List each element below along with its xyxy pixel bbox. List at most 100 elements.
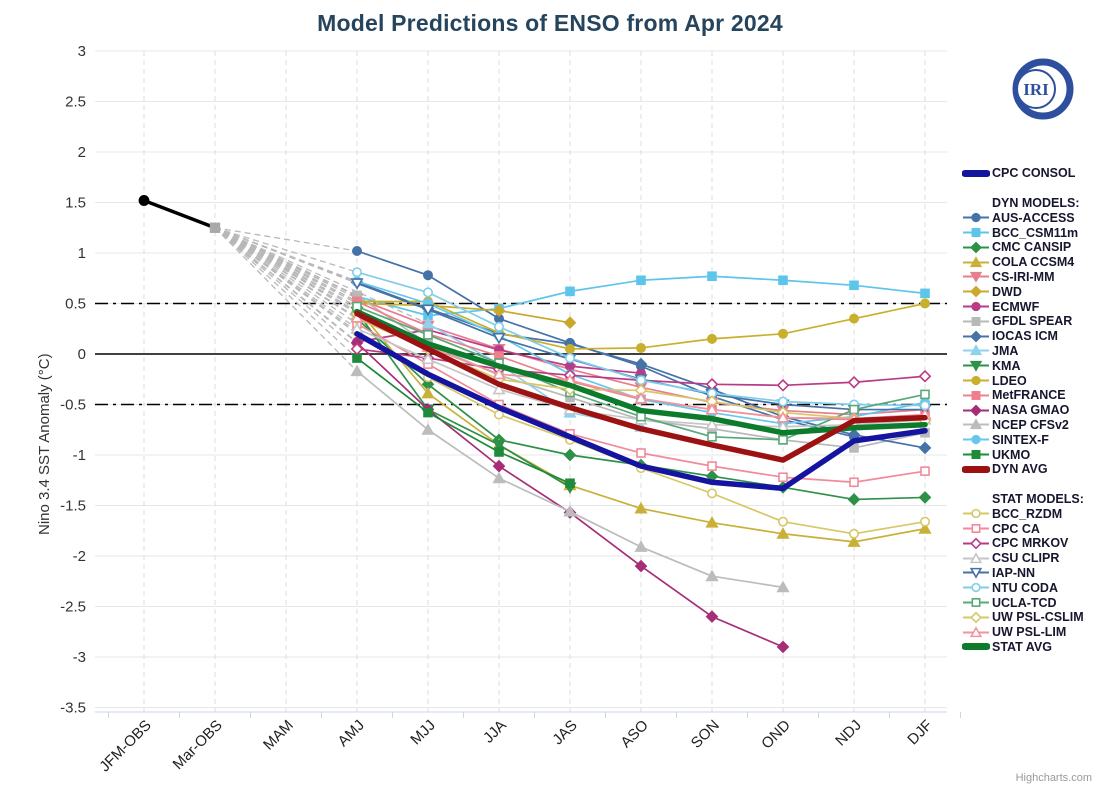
legend-item-cpc-mrkov[interactable]: CPC MRKOV bbox=[962, 536, 1100, 551]
series-marker bbox=[970, 404, 982, 417]
series-marker bbox=[970, 537, 982, 550]
legend-item-label: UW PSL-LIM bbox=[992, 625, 1067, 640]
series-marker bbox=[705, 516, 719, 528]
legend-item-ukmo[interactable]: UKMO bbox=[962, 447, 1100, 462]
legend-marker bbox=[962, 448, 992, 461]
legend-item-label: CPC CONSOL bbox=[992, 166, 1076, 181]
series-marker bbox=[970, 611, 982, 624]
legend-item-ntu-coda[interactable]: NTU CODA bbox=[962, 580, 1100, 595]
series-marker bbox=[492, 471, 506, 484]
legend-item-dwd[interactable]: DWD bbox=[962, 284, 1100, 299]
legend-swatch-iap-nn bbox=[963, 568, 989, 580]
series-marker bbox=[635, 342, 646, 353]
series-marker bbox=[707, 461, 717, 471]
legend-swatch-csu-clipr bbox=[963, 551, 989, 563]
legend-item-stat-avg[interactable]: STAT AVG bbox=[962, 640, 1100, 655]
series-marker bbox=[423, 407, 433, 418]
forecast-fan-line bbox=[214, 227, 358, 315]
series-marker bbox=[634, 501, 648, 514]
series-marker bbox=[492, 304, 506, 317]
legend-item-cmc-cansip[interactable]: CMC CANSIP bbox=[962, 240, 1100, 255]
legend-item-kma[interactable]: KMA bbox=[962, 358, 1100, 373]
series-marker bbox=[635, 375, 646, 386]
legend-swatch-ntu-coda bbox=[963, 583, 989, 593]
series-marker bbox=[971, 598, 981, 607]
legend-marker bbox=[962, 300, 992, 313]
forecast-fan-line bbox=[214, 227, 358, 284]
legend-item-csu-clipr[interactable]: CSU CLIPR bbox=[962, 551, 1100, 566]
legend-item-label: DWD bbox=[992, 284, 1022, 299]
legend-item-label: UCLA-TCD bbox=[992, 595, 1057, 610]
series-marker bbox=[918, 522, 932, 534]
legend-swatch-cpc-mrkov bbox=[963, 537, 989, 550]
legend-item-aus-access[interactable]: AUS-ACCESS bbox=[962, 210, 1100, 225]
series-marker bbox=[421, 423, 435, 435]
legend-item-ncep-cfsv2[interactable]: NCEP CFSv2 bbox=[962, 418, 1100, 433]
series-marker bbox=[971, 213, 981, 223]
legend-item-label: BCC_CSM11m bbox=[992, 225, 1079, 240]
series-marker bbox=[969, 551, 983, 563]
legend-item-label: NCEP CFSv2 bbox=[992, 417, 1069, 432]
highcharts-credit-link[interactable]: Highcharts.com bbox=[1015, 772, 1092, 784]
y-tick-label: -2.5 bbox=[60, 599, 86, 616]
legend-item-nasa-gmao[interactable]: NASA GMAO bbox=[962, 403, 1100, 418]
legend-item-iocas-icm[interactable]: IOCAS ICM bbox=[962, 329, 1100, 344]
legend-item-bcc-csm11m[interactable]: BCC_CSM11m bbox=[962, 225, 1100, 240]
legend-swatch-cola-ccsm4 bbox=[963, 255, 989, 267]
series-marker bbox=[848, 313, 859, 324]
series-marker bbox=[778, 435, 788, 445]
y-tick-label: -3.5 bbox=[60, 700, 86, 717]
legend-item-cola-ccsm4[interactable]: COLA CCSM4 bbox=[962, 255, 1100, 270]
series-marker bbox=[705, 610, 719, 623]
forecast-fan-line bbox=[214, 227, 358, 310]
legend-item-uw-psl-lim[interactable]: UW PSL-LIM bbox=[962, 625, 1100, 640]
legend-item-ldeo[interactable]: LDEO bbox=[962, 373, 1100, 388]
series-marker bbox=[350, 342, 364, 356]
legend-item-metfrance[interactable]: MetFRANCE bbox=[962, 388, 1100, 403]
series-marker bbox=[492, 439, 506, 452]
series-marker bbox=[705, 418, 719, 430]
legend-swatch-ldeo bbox=[963, 375, 989, 386]
legend-swatch-bcc-csm11m bbox=[963, 228, 989, 238]
legend-item-bcc-rzdm[interactable]: BCC_RZDM bbox=[962, 506, 1100, 521]
legend-item-uw-psl-cslim[interactable]: UW PSL-CSLIM bbox=[962, 610, 1100, 625]
legend-marker bbox=[962, 330, 992, 343]
x-tick-label: AMJ bbox=[335, 717, 368, 750]
series-marker bbox=[777, 516, 788, 527]
series-marker bbox=[918, 491, 932, 504]
legend-item-ucla-tcd[interactable]: UCLA-TCD bbox=[962, 595, 1100, 610]
legend-item-jma[interactable]: JMA bbox=[962, 344, 1100, 359]
legend: CPC CONSOL DYN MODELS: AUS-ACCESS BCC_CSM11… bbox=[962, 166, 1100, 654]
series-marker bbox=[919, 298, 930, 309]
legend-item-gfdl-spear[interactable]: GFDL SPEAR bbox=[962, 314, 1100, 329]
series-ncep-cfsv2 bbox=[350, 364, 790, 593]
forecast-fan-line bbox=[214, 227, 358, 298]
legend-item-cpc-consol[interactable]: CPC CONSOL bbox=[962, 166, 1100, 181]
legend-header-dyn-models-label: DYN MODELS: bbox=[992, 195, 1080, 210]
legend-swatch-nasa-gmao bbox=[963, 404, 989, 417]
forecast-fan-line bbox=[214, 227, 358, 372]
series-marker bbox=[847, 535, 861, 547]
legend-marker bbox=[962, 374, 992, 387]
series-marker bbox=[849, 477, 859, 488]
legend-item-cpc-ca[interactable]: CPC CA bbox=[962, 521, 1100, 536]
legend-swatch-dyn-avg bbox=[962, 465, 990, 473]
legend-item-cs-iri-mm[interactable]: CS-IRI-MM bbox=[962, 270, 1100, 285]
series-marker bbox=[564, 353, 575, 364]
legend-item-sintex-f[interactable]: SINTEX-F bbox=[962, 432, 1100, 447]
legend-spacer bbox=[962, 181, 1100, 196]
series-marker bbox=[707, 271, 717, 282]
legend-swatch-ecmwf bbox=[963, 301, 989, 312]
series-marker bbox=[492, 367, 506, 380]
series-marker bbox=[776, 411, 790, 423]
legend-item-dyn-avg[interactable]: DYN AVG bbox=[962, 462, 1100, 477]
series-marker bbox=[920, 466, 930, 476]
legend-swatch-cs-iri-mm bbox=[963, 272, 989, 284]
series-line bbox=[356, 310, 571, 489]
legend-marker bbox=[962, 566, 992, 580]
series-marker bbox=[422, 270, 433, 281]
series-marker bbox=[847, 493, 861, 506]
legend-item-ecmwf[interactable]: ECMWF bbox=[962, 299, 1100, 314]
legend-item-iap-nn[interactable]: IAP-NN bbox=[962, 566, 1100, 581]
chart-title: Model Predictions of ENSO from Apr 2024 bbox=[317, 10, 783, 36]
